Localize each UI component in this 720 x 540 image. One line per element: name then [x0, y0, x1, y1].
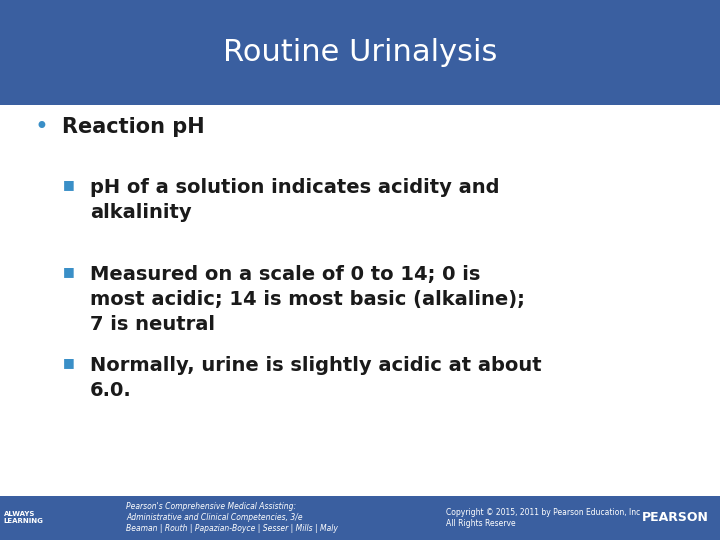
Text: Measured on a scale of 0 to 14; 0 is
most acidic; 14 is most basic (alkaline);
7: Measured on a scale of 0 to 14; 0 is mos…: [90, 265, 525, 334]
Text: PEARSON: PEARSON: [642, 511, 709, 524]
Text: ALWAYS
LEARNING: ALWAYS LEARNING: [4, 511, 43, 524]
Bar: [0, 496, 720, 540]
Text: Normally, urine is slightly acidic at about
6.0.: Normally, urine is slightly acidic at ab…: [90, 356, 541, 400]
Text: ■: ■: [63, 356, 74, 369]
Text: Copyright © 2015, 2011 by Pearson Education, Inc
All Rights Reserve: Copyright © 2015, 2011 by Pearson Educat…: [446, 508, 641, 528]
Bar: [0, 0, 720, 105]
Text: ■: ■: [63, 178, 74, 191]
Text: Pearson's Comprehensive Medical Assisting:
Administrative and Clinical Competenc: Pearson's Comprehensive Medical Assistin…: [126, 502, 338, 534]
Text: pH of a solution indicates acidity and
alkalinity: pH of a solution indicates acidity and a…: [90, 178, 500, 222]
Text: •: •: [35, 115, 48, 139]
Text: Reaction pH: Reaction pH: [62, 117, 204, 137]
Text: Routine Urinalysis: Routine Urinalysis: [222, 38, 498, 67]
Text: ■: ■: [63, 265, 74, 278]
